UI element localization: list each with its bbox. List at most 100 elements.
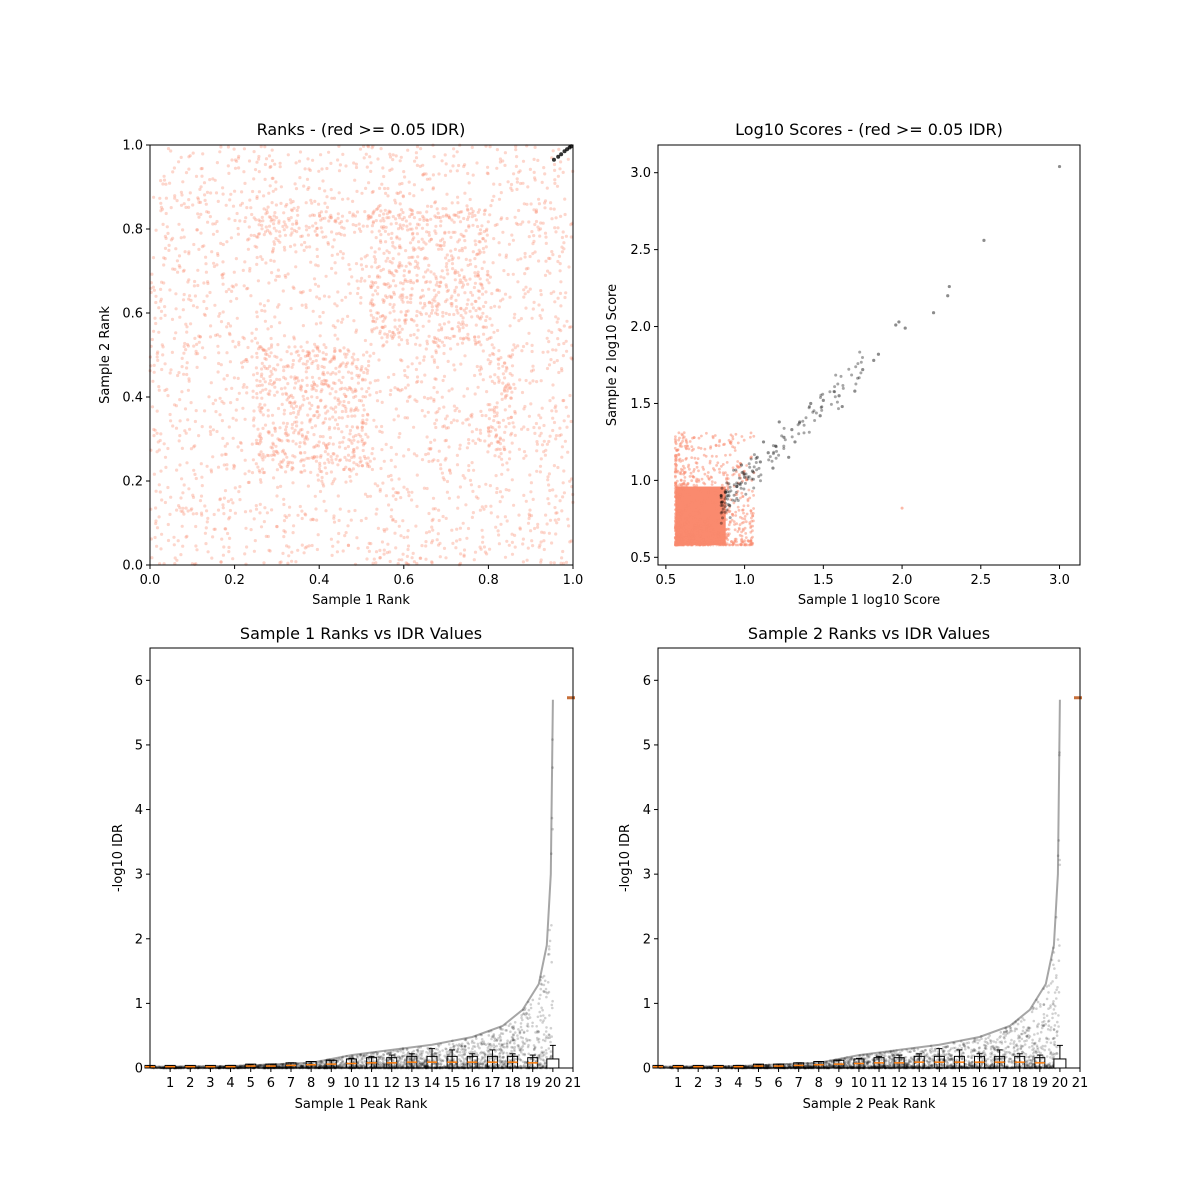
rank-point: [521, 344, 526, 349]
rank-point: [465, 536, 469, 540]
passing-point: [854, 382, 858, 386]
rank-point: [267, 354, 272, 358]
y-tick-label: 0.8: [122, 223, 143, 238]
passing-point: [719, 521, 723, 525]
rank-point: [179, 553, 183, 557]
rank-point: [363, 279, 367, 283]
rank-point: [378, 331, 382, 335]
rank-point: [301, 434, 305, 438]
rank-point: [310, 403, 314, 407]
rank-point: [359, 399, 364, 403]
rank-point: [478, 307, 482, 311]
rank-point: [356, 286, 360, 290]
rank-point: [200, 166, 204, 171]
rank-point: [259, 525, 264, 529]
rank-point: [552, 207, 556, 211]
rank-point: [253, 168, 258, 172]
rank-point: [494, 435, 498, 439]
rank-point: [336, 252, 340, 256]
score-point: [674, 484, 677, 488]
score-point: [681, 459, 685, 462]
rank-point: [506, 272, 510, 277]
rank-point: [240, 365, 245, 369]
rank-point: [336, 337, 340, 341]
score-point: [704, 535, 707, 539]
rank-point: [415, 399, 419, 403]
rank-point: [370, 467, 374, 472]
rank-point: [376, 157, 380, 161]
rank-point: [336, 212, 340, 216]
rank-point: [415, 163, 419, 167]
passing-point: [749, 457, 753, 461]
rank-point: [522, 202, 526, 206]
rank-point: [159, 469, 163, 473]
rank-point: [261, 219, 265, 223]
rank-point: [509, 355, 513, 359]
score-point: [677, 438, 680, 442]
rank-point: [401, 223, 406, 227]
rank-point: [442, 276, 446, 280]
rank-point: [450, 254, 454, 258]
rank-point: [166, 538, 171, 543]
rank-point: [483, 550, 487, 554]
rank-point: [235, 211, 239, 216]
rank-point: [429, 440, 433, 444]
rank-point: [289, 306, 293, 311]
rank-point: [305, 177, 310, 181]
rank-point: [455, 150, 459, 154]
rank-point: [406, 529, 410, 533]
rank-point: [254, 218, 258, 222]
rank-point: [554, 230, 558, 234]
rank-point: [396, 227, 401, 231]
rank-point: [324, 379, 328, 383]
idr-point: [545, 1026, 548, 1029]
rank-point: [547, 483, 551, 487]
rank-point: [176, 539, 180, 543]
rank-point: [307, 544, 311, 548]
idr-point: [538, 1010, 541, 1014]
rank-point: [495, 490, 499, 495]
rank-point: [398, 389, 402, 393]
rank-point: [175, 558, 179, 562]
rank-point: [178, 398, 182, 402]
rank-point: [326, 409, 330, 413]
rank-point: [456, 325, 460, 329]
score-point: [694, 522, 698, 525]
rank-point: [420, 226, 425, 230]
rank-point: [182, 372, 186, 376]
rank-point: [510, 478, 514, 482]
rank-point: [184, 348, 188, 352]
rank-point: [516, 280, 520, 284]
score-point: [715, 455, 718, 458]
rank-point: [225, 351, 229, 355]
rank-point: [291, 481, 295, 485]
rank-point: [415, 145, 420, 149]
rank-point: [216, 253, 220, 257]
rank-point: [311, 360, 315, 364]
rank-point: [427, 447, 431, 451]
rank-point: [347, 385, 351, 390]
rank-point: [404, 249, 408, 253]
rank-point: [261, 452, 265, 457]
rank-point: [431, 496, 436, 500]
rank-point: [182, 512, 186, 516]
rank-point: [279, 484, 283, 488]
rank-point: [173, 267, 177, 271]
rank-point: [302, 184, 306, 188]
rank-point: [297, 359, 301, 363]
rank-point: [425, 177, 429, 181]
passing-point: [719, 493, 723, 497]
rank-point: [221, 260, 225, 264]
rank-point: [262, 470, 267, 475]
rank-point: [433, 295, 437, 299]
rank-point: [218, 334, 222, 338]
rank-point: [456, 293, 460, 297]
rank-point: [177, 371, 181, 375]
score-point: [683, 476, 687, 479]
score-point: [723, 442, 726, 446]
rank-point: [183, 429, 187, 433]
rank-point: [187, 487, 191, 491]
rank-point: [204, 255, 208, 259]
rank-point: [410, 362, 414, 366]
rank-point: [405, 224, 409, 228]
